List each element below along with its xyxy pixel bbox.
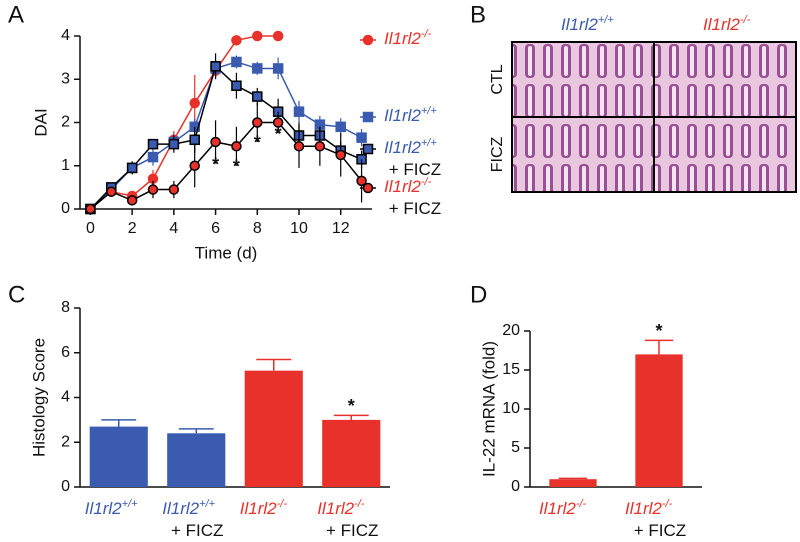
bar	[549, 479, 597, 487]
legend-label: Il1rl2+/+	[384, 105, 437, 126]
histology-image	[653, 41, 797, 118]
panel-label: D	[470, 281, 487, 308]
legend-marker	[362, 34, 374, 46]
significance: *	[254, 133, 261, 153]
x-tick-label: 2	[128, 220, 137, 237]
histology-image	[511, 41, 655, 118]
marker	[189, 160, 200, 171]
panel-label: C	[8, 281, 25, 308]
x-tick-label: 12	[332, 220, 350, 237]
y-axis-label: DAI	[31, 108, 50, 136]
marker	[272, 63, 284, 74]
column-label: Il1rl2+/+	[561, 14, 614, 35]
column-label: Il1rl2-/-	[703, 14, 751, 35]
significance: *	[212, 154, 219, 174]
marker	[168, 184, 180, 195]
marker	[126, 195, 138, 206]
marker	[231, 35, 242, 46]
x-tick-label: Il1rl2+/+	[85, 498, 138, 519]
y-tick-label: 10	[502, 400, 520, 417]
x-tick-label: 6	[211, 220, 220, 237]
marker	[314, 141, 326, 152]
histology-image	[653, 116, 797, 193]
marker	[335, 121, 346, 133]
y-axis-label: IL-22 mRNA (fold)	[479, 341, 498, 477]
marker	[85, 203, 96, 215]
y-tick-label: 15	[502, 361, 520, 378]
y-tick-label: 3	[61, 70, 70, 87]
y-tick-label: 0	[61, 478, 70, 495]
marker	[272, 30, 284, 42]
marker	[126, 162, 138, 174]
bar	[635, 354, 683, 487]
marker	[210, 136, 221, 148]
y-tick-label: 5	[511, 439, 520, 456]
panel-label: A	[8, 1, 24, 28]
y-tick-label: 2	[61, 433, 70, 450]
marker	[189, 97, 200, 109]
marker	[147, 151, 159, 163]
significance: *	[233, 157, 240, 177]
x-tick-label: Il1rl2-/-	[240, 498, 288, 519]
marker	[293, 141, 305, 152]
marker	[335, 149, 346, 161]
x-tick-label: Il1rl2+/+ + FICZ	[162, 498, 223, 541]
x-tick-label: 8	[253, 220, 262, 237]
row-label: FICZ	[489, 137, 506, 173]
significance: *	[275, 124, 282, 144]
bar	[322, 419, 381, 487]
x-tick-label: Il1rl2-/- + FICZ	[625, 498, 686, 541]
marker	[272, 117, 284, 128]
y-tick-label: 2	[61, 114, 70, 131]
significance: *	[348, 396, 355, 416]
marker	[231, 80, 242, 91]
row-label: CTL	[489, 64, 506, 94]
histology-image	[511, 116, 655, 193]
y-tick-label: 1	[61, 157, 70, 174]
marker	[147, 184, 159, 195]
marker	[106, 186, 117, 197]
y-tick-label: 20	[502, 322, 520, 339]
panel-label: B	[470, 1, 486, 28]
x-axis-label: Time (d)	[195, 243, 258, 262]
legend-label: Il1rl2-/-	[384, 28, 432, 49]
y-tick-label: 0	[511, 478, 520, 495]
legend-marker	[362, 182, 374, 194]
legend-label: Il1rl2-/- + FICZ	[384, 176, 441, 219]
marker	[252, 63, 263, 74]
marker	[356, 132, 367, 143]
bar	[244, 370, 303, 487]
x-tick-label: Il1rl2-/- + FICZ	[317, 498, 378, 541]
marker	[147, 138, 159, 150]
legend-marker	[362, 143, 374, 155]
marker	[252, 117, 263, 128]
legend-label: Il1rl2+/+ + FICZ	[384, 137, 441, 180]
marker	[293, 106, 305, 117]
bar	[167, 433, 226, 487]
x-tick-label: 10	[290, 220, 308, 237]
y-tick-label: 0	[61, 200, 70, 217]
significance: *	[655, 321, 662, 341]
marker	[189, 134, 200, 146]
marker	[168, 138, 180, 150]
x-tick-label: 0	[86, 220, 95, 237]
marker	[231, 56, 242, 68]
marker	[252, 30, 263, 42]
x-tick-label: Il1rl2-/-	[539, 498, 587, 519]
y-tick-label: 6	[61, 344, 70, 361]
x-tick-label: 4	[169, 220, 178, 237]
marker	[210, 61, 221, 72]
y-tick-label: 4	[61, 27, 70, 44]
marker	[252, 91, 263, 102]
y-axis-label: Histology Score	[29, 338, 48, 457]
bar	[89, 426, 148, 487]
y-tick-label: 4	[61, 389, 70, 406]
marker	[356, 175, 367, 187]
legend-marker	[362, 111, 374, 123]
series-line	[89, 35, 279, 210]
y-tick-label: 8	[61, 299, 70, 316]
marker	[231, 141, 242, 152]
